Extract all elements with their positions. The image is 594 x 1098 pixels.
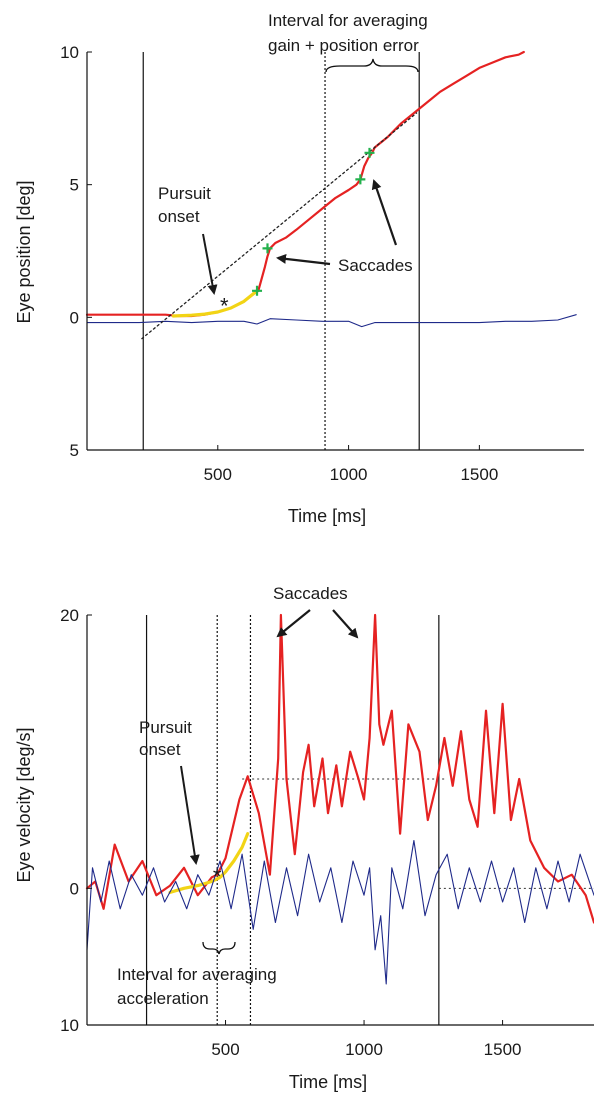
saccade-plus-marker-3	[262, 243, 273, 254]
series-eye-velocity-target-direction	[85, 613, 594, 924]
saccades-annotation: Saccades	[273, 584, 348, 603]
series-eye-position-target-direction	[85, 50, 525, 318]
pursuit-onset-star-marker: *	[213, 864, 222, 889]
x-axis-label: Time [ms]	[288, 506, 366, 526]
y-axis-label: Eye velocity [deg/s]	[14, 727, 34, 882]
interval-brace	[325, 58, 419, 73]
x-tick-label: 1000	[330, 465, 368, 484]
series-linear-fit	[141, 112, 418, 340]
pursuit-annotation-line2: onset	[158, 207, 200, 226]
saccade-arrow-2	[371, 179, 398, 246]
y-tick-label: 0	[70, 308, 79, 327]
saccade-arrow-2	[332, 609, 359, 639]
series-pursuit-segment	[168, 832, 250, 895]
series-eye-position-orthogonal	[86, 314, 577, 328]
y-tick-label: 10	[60, 1016, 79, 1035]
velocity-chart: * 500 1000 1500 20 0 10 Time [ms] Eye velocit…	[14, 584, 594, 1092]
y-tick-label: 0	[70, 879, 79, 898]
x-tick-label: 1000	[345, 1040, 383, 1059]
saccade-arrow-1	[276, 609, 311, 638]
x-tick-label: 1500	[484, 1040, 522, 1059]
pursuit-annotation-line2: onset	[139, 740, 181, 759]
saccade-plus-marker-4	[355, 174, 366, 185]
interval-brace	[202, 941, 236, 955]
y-tick-label: 5	[70, 441, 79, 460]
pursuit-arrow	[180, 765, 200, 865]
y-tick-label: 5	[70, 176, 79, 195]
pursuit-arrow	[202, 233, 218, 295]
interval-annotation: Interval for averaging	[268, 11, 428, 30]
series-eye-velocity-orthogonal	[86, 839, 594, 985]
saccades-annotation: Saccades	[338, 256, 413, 275]
x-tick-label: 500	[204, 465, 232, 484]
pursuit-annotation: Pursuit	[139, 718, 192, 737]
saccade-arrow-1	[276, 253, 331, 266]
x-axis-label: Time [ms]	[289, 1072, 367, 1092]
saccade-plus-marker-2	[252, 285, 263, 296]
position-chart: * 500 1000 1500 10 5 0 5 Time [ms] Eye positio…	[14, 11, 584, 526]
pursuit-annotation: Pursuit	[158, 184, 211, 203]
y-axis-label: Eye position [deg]	[14, 180, 34, 323]
interval-annotation: Interval for averaging	[117, 965, 277, 984]
x-tick-label: 500	[211, 1040, 239, 1059]
y-tick-label: 10	[60, 43, 79, 62]
interval-annotation-line2: gain + position error	[268, 36, 419, 55]
saccade-plus-marker-5	[364, 147, 375, 158]
pursuit-onset-star-marker: *	[220, 293, 229, 318]
series-pursuit-segment	[171, 289, 259, 318]
interval-annotation-line2: acceleration	[117, 989, 209, 1008]
y-tick-label: 20	[60, 606, 79, 625]
x-tick-label: 1500	[460, 465, 498, 484]
